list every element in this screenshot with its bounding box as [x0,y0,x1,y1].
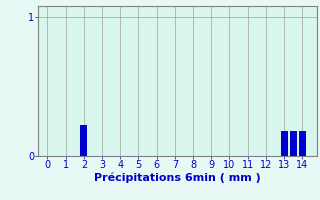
Bar [281,131,287,156]
Bar [80,125,87,156]
Bar [290,131,297,156]
Bar [299,131,306,156]
X-axis label: Précipitations 6min ( mm ): Précipitations 6min ( mm ) [94,173,261,183]
